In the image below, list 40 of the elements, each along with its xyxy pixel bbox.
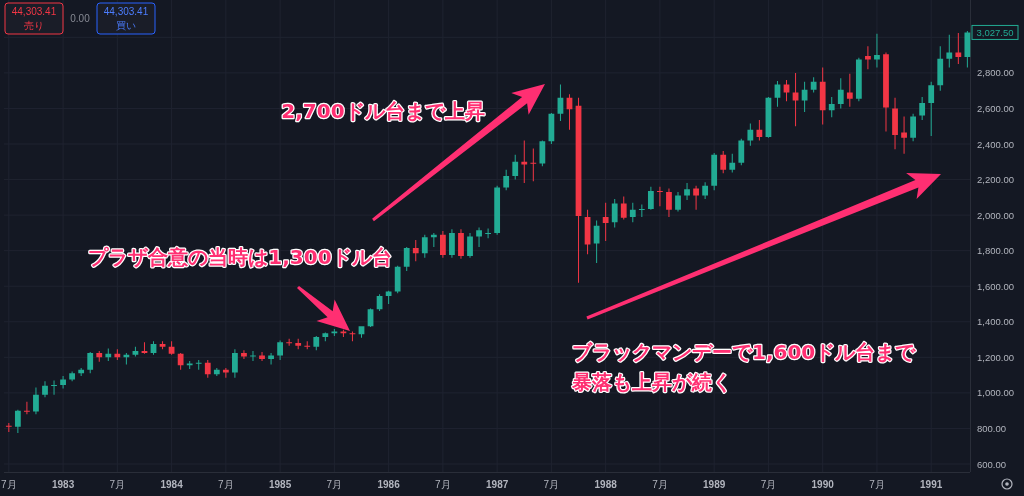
annotation: 44,303.41	[103, 6, 149, 17]
y-tick-label: 2,400.00	[977, 138, 1014, 150]
x-tick-label: 1987	[486, 479, 509, 490]
x-tick-label: 7月	[218, 479, 234, 490]
y-tick-label: 2,600.00	[977, 102, 1014, 114]
annotation: 暴落も上昇が続く	[571, 370, 732, 394]
x-tick-label: 1989	[703, 479, 726, 490]
x-tick-label: 7月	[435, 479, 451, 490]
y-tick-label: 1,000.00	[977, 387, 1014, 399]
y-tick-label: 2,200.00	[977, 174, 1014, 186]
y-tick-label: 2,800.00	[977, 67, 1014, 79]
x-tick-label: 1991	[920, 479, 943, 490]
annotation: 2,700ドル台まで上昇	[281, 99, 485, 123]
annotation: プラザ合意の当時は1,300ドル台	[88, 245, 392, 269]
x-tick-label: 1988	[594, 479, 618, 490]
x-tick-label: 1986	[377, 479, 401, 490]
annotation: 売り	[24, 20, 44, 31]
x-tick-label: 7月	[109, 479, 126, 490]
x-tick-label: 7月	[652, 479, 668, 490]
y-tick-label: 1,600.00	[977, 280, 1014, 292]
text: 3,027.50	[976, 26, 1014, 38]
y-tick-label: 2,000.00	[977, 209, 1014, 221]
y-tick-label: 1,200.00	[977, 351, 1014, 363]
annotation: 44,303.41	[11, 6, 57, 17]
annotation: 買い	[116, 20, 136, 31]
x-tick-label: 7月	[1, 479, 17, 490]
x-tick-label: 7月	[326, 479, 343, 490]
y-tick-label: 600.00	[977, 458, 1007, 470]
annotation: 0.00	[70, 13, 91, 24]
x-tick-label: 1983	[51, 479, 75, 490]
x-tick-label: 7月	[543, 479, 560, 490]
x-tick-label: 1985	[268, 479, 292, 490]
x-tick-label: 7月	[869, 479, 885, 490]
y-tick-label: 1,400.00	[977, 316, 1014, 328]
x-tick-label: 1990	[811, 479, 835, 490]
y-tick-label: 1,800.00	[977, 245, 1014, 257]
x-tick-label: 7月	[760, 479, 777, 490]
y-tick-label: 800.00	[977, 422, 1007, 434]
annotation: ブラックマンデーで1,600ドル台まで	[572, 340, 917, 364]
x-tick-label: 1984	[160, 479, 184, 490]
